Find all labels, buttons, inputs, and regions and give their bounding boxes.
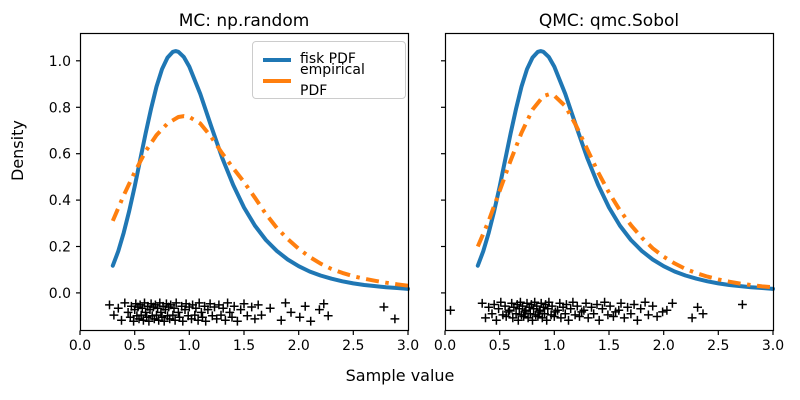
legend-item-empirical: empirical PDF [263, 62, 395, 99]
x-tick-label: 2.0 [288, 338, 310, 354]
samples-rug [446, 297, 747, 325]
x-tick-label: 3.0 [397, 338, 419, 354]
axes-left: 0.0 0.5 1.0 1.5 2.0 2.5 3.0 0.0 0.2 0.4 0.6 0.8 1.0 [49, 32, 419, 354]
y-tick-label: 1.0 [49, 54, 71, 70]
empirical-pdf-curve [110, 114, 409, 288]
x-tick-label: 0.0 [434, 338, 456, 354]
y-tick-label: 0.2 [49, 240, 71, 256]
y-tick-label: 0.0 [49, 286, 71, 302]
x-tick-label: 1.0 [178, 338, 200, 354]
x-tick-label: 3.0 [762, 338, 784, 354]
left-subplot-title: MC: np.random [178, 11, 310, 31]
x-tick-label: 0.5 [124, 338, 146, 354]
empirical-pdf-curve [475, 92, 774, 290]
x-tick-label: 0.5 [489, 338, 511, 354]
x-tick-label: 1.5 [598, 338, 620, 354]
fisk-pdf-curve [110, 49, 410, 291]
x-tick-label: 2.5 [707, 338, 729, 354]
fisk-pdf-line-swatch [263, 57, 291, 62]
x-tick-label: 1.0 [543, 338, 565, 354]
legend-item-fisk: fisk PDF [263, 49, 395, 70]
right-subplot-title: QMC: qmc.Sobol [538, 11, 680, 31]
x-tick-label: 2.5 [342, 338, 364, 354]
x-tick-label: 2.0 [653, 338, 675, 354]
y-tick-label: 0.8 [49, 100, 71, 116]
legend-label-fisk: fisk PDF [300, 51, 356, 67]
empirical-pdf-line-swatch [263, 78, 291, 83]
axes-right: 0.0 0.5 1.0 1.5 2.0 2.5 3.0 [434, 32, 784, 354]
fisk-pdf-curve [475, 49, 775, 291]
legend: fisk PDF empirical PDF [252, 41, 406, 99]
x-tick-label: 1.5 [233, 338, 255, 354]
samples-rug [105, 298, 400, 326]
legend-label-empirical: empirical PDF [300, 61, 365, 99]
y-tick-label: 0.4 [49, 193, 71, 209]
y-tick-label: 0.6 [49, 147, 71, 163]
x-tick-label: 0.0 [69, 338, 91, 354]
x-axis-label: Sample value [345, 366, 455, 385]
